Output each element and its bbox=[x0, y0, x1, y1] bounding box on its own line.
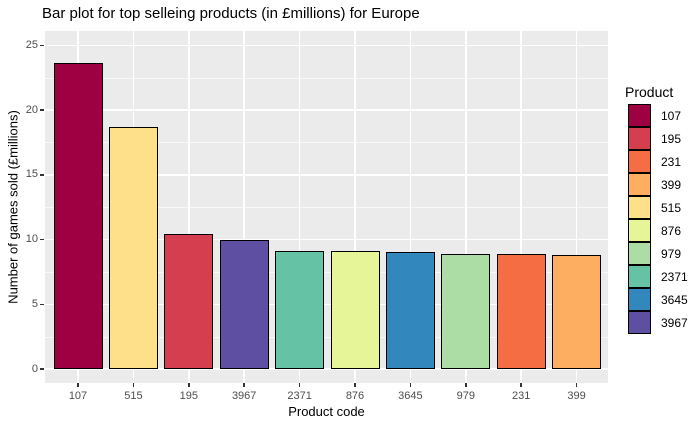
x-tick-label: 979 bbox=[456, 390, 475, 402]
legend-label: 107 bbox=[661, 108, 682, 123]
major-gridline bbox=[45, 109, 608, 111]
major-gridline bbox=[45, 368, 608, 370]
legend-title: Product bbox=[625, 84, 674, 100]
bar-231 bbox=[496, 253, 546, 369]
legend-item-2371: 2371 bbox=[628, 265, 688, 288]
x-tick-label: 876 bbox=[345, 390, 365, 402]
major-gridline bbox=[45, 174, 608, 176]
major-gridline-vertical bbox=[409, 31, 412, 383]
x-axis-title: Product code bbox=[288, 404, 365, 419]
bar-2371 bbox=[275, 251, 325, 369]
legend-swatch-515 bbox=[628, 196, 651, 219]
bar-399 bbox=[552, 255, 602, 369]
legend-label: 515 bbox=[661, 200, 682, 215]
major-gridline-vertical bbox=[354, 31, 356, 383]
plot-panel bbox=[45, 31, 608, 383]
legend-item-979: 979 bbox=[628, 242, 688, 265]
x-tick bbox=[243, 383, 245, 387]
x-tick bbox=[520, 383, 522, 387]
x-tick-label: 3645 bbox=[398, 390, 423, 402]
legend-label: 979 bbox=[661, 246, 682, 261]
minor-gridline bbox=[45, 77, 608, 79]
minor-gridline bbox=[45, 336, 608, 338]
legend-item-195: 195 bbox=[628, 127, 688, 150]
legend-item-515: 515 bbox=[628, 196, 688, 219]
x-tick bbox=[409, 383, 412, 387]
bar-876 bbox=[330, 251, 380, 369]
legend-item-876: 876 bbox=[628, 219, 688, 242]
major-gridline-vertical bbox=[520, 31, 522, 383]
bar-515 bbox=[108, 126, 158, 369]
bar-195 bbox=[164, 234, 214, 369]
minor-gridline bbox=[45, 142, 608, 144]
x-tick bbox=[575, 383, 578, 387]
x-tick bbox=[132, 383, 135, 387]
y-axis-title: Number of games sold (£millions) bbox=[5, 110, 21, 304]
y-tick-label: 20 bbox=[25, 103, 38, 116]
legend-label: 876 bbox=[661, 223, 682, 238]
y-tick-label: 25 bbox=[25, 38, 38, 51]
major-gridline-vertical bbox=[465, 31, 467, 383]
x-tick-label: 195 bbox=[179, 390, 198, 402]
bar-3967 bbox=[219, 239, 269, 369]
y-tick-label: 5 bbox=[31, 297, 38, 310]
x-tick-label: 3967 bbox=[231, 390, 257, 402]
legend-label: 399 bbox=[661, 177, 682, 192]
bar-979 bbox=[441, 253, 491, 369]
y-tick bbox=[40, 109, 44, 111]
major-gridline bbox=[45, 238, 608, 241]
x-tick bbox=[465, 383, 467, 387]
y-tick-label: 15 bbox=[25, 168, 38, 181]
legend-swatch-231 bbox=[628, 150, 651, 173]
minor-gridline bbox=[45, 207, 608, 209]
chart-title: Bar plot for top selleing products (in £… bbox=[42, 5, 420, 22]
legend-swatch-876 bbox=[628, 219, 651, 242]
x-tick-label: 231 bbox=[512, 390, 531, 402]
y-tick bbox=[40, 303, 44, 305]
y-tick bbox=[40, 368, 44, 370]
major-gridline bbox=[45, 303, 608, 305]
legend-item-3645: 3645 bbox=[628, 288, 688, 311]
legend-swatch-399 bbox=[628, 173, 651, 196]
major-gridline-vertical bbox=[188, 31, 190, 383]
y-tick bbox=[40, 44, 44, 46]
legend-swatch-107 bbox=[628, 104, 651, 127]
x-tick bbox=[354, 383, 356, 387]
y-tick bbox=[40, 238, 44, 241]
legend-swatch-3967 bbox=[628, 311, 651, 334]
legend-swatch-2371 bbox=[628, 265, 651, 288]
minor-gridline bbox=[45, 271, 608, 273]
y-tick-label: 10 bbox=[25, 233, 38, 245]
x-tick bbox=[188, 383, 190, 387]
x-tick bbox=[298, 383, 301, 387]
legend-swatch-195 bbox=[628, 127, 651, 150]
legend-item-399: 399 bbox=[628, 173, 688, 196]
legend-swatch-979 bbox=[628, 242, 651, 265]
major-gridline bbox=[45, 44, 608, 46]
y-tick-label: 0 bbox=[31, 362, 38, 375]
legend-label: 231 bbox=[661, 154, 682, 169]
x-tick-label: 515 bbox=[124, 390, 143, 402]
legend-label: 2371 bbox=[661, 269, 688, 284]
major-gridline-vertical bbox=[243, 31, 245, 383]
legend-label: 195 bbox=[661, 131, 682, 146]
bar-107 bbox=[53, 63, 103, 369]
legend-item-3967: 3967 bbox=[628, 311, 688, 334]
legend-swatch-3645 bbox=[628, 288, 651, 311]
legend-label: 3645 bbox=[661, 292, 688, 307]
legend-label: 3967 bbox=[661, 315, 688, 330]
x-tick-label: 2371 bbox=[287, 390, 312, 402]
legend-item-107: 107 bbox=[628, 104, 688, 127]
x-tick-label: 107 bbox=[68, 390, 88, 402]
x-tick bbox=[77, 383, 79, 387]
legend: 107 195 231 399 515 876 979 2371 3645 3967 bbox=[628, 104, 688, 334]
legend-item-231: 231 bbox=[628, 150, 688, 173]
major-gridline-vertical bbox=[575, 31, 578, 383]
x-tick-label: 399 bbox=[567, 390, 586, 402]
y-tick bbox=[40, 174, 44, 176]
major-gridline-vertical bbox=[298, 31, 301, 383]
bar-3645 bbox=[385, 252, 435, 369]
